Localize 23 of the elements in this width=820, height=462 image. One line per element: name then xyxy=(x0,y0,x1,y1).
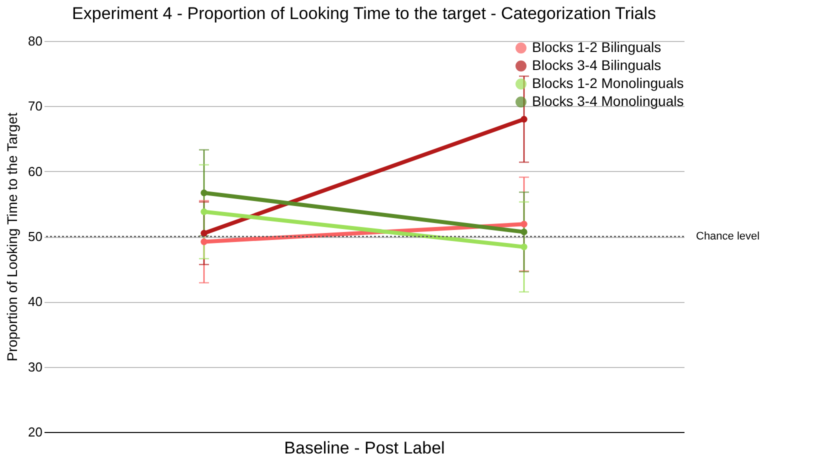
y-tick-label: 80 xyxy=(28,34,42,48)
point xyxy=(200,208,208,216)
y-tick-label: 20 xyxy=(28,424,42,440)
y-tick-label: 60 xyxy=(28,164,42,179)
y-axis-title: Proportion of Looking Time to the Target xyxy=(4,112,20,362)
point xyxy=(200,230,208,237)
legend-label: Blocks 3-4 Monolinguals xyxy=(532,93,684,109)
y-tick-label: 50 xyxy=(28,229,42,244)
legend-label: Blocks 1-2 Bilinguals xyxy=(532,39,662,55)
point xyxy=(520,220,528,228)
point xyxy=(520,228,528,236)
x-axis-title: Baseline - Post Label xyxy=(284,438,445,458)
point xyxy=(520,116,528,123)
point xyxy=(200,238,208,246)
legend-label: Blocks 1-2 Monolinguals xyxy=(532,75,684,91)
ref-line-label: Chance level xyxy=(696,230,760,242)
chart-title: Experiment 4 - Proportion of Looking Time to the target - Categorization Trials xyxy=(72,4,656,23)
point xyxy=(520,244,528,250)
y-tick-label: 70 xyxy=(28,98,42,114)
legend-label: Blocks 3-4 Bilinguals xyxy=(532,57,662,73)
point xyxy=(200,189,208,196)
y-tick-label: 40 xyxy=(28,294,42,310)
y-tick-label: 30 xyxy=(28,359,42,374)
